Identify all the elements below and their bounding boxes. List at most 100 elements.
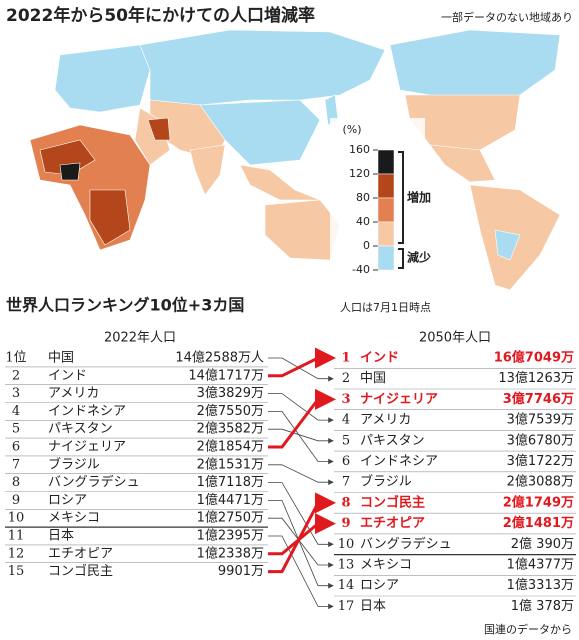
- connector: [268, 347, 336, 378]
- country: エチオピア: [48, 546, 113, 561]
- legend-tick-label: 160: [349, 143, 370, 156]
- country: 日本: [48, 529, 74, 544]
- population: 3億7539万: [507, 412, 574, 428]
- rank: 17: [338, 599, 355, 614]
- population: 3億7746万: [503, 391, 574, 407]
- country: インド: [48, 368, 87, 383]
- bracket: [398, 248, 404, 269]
- legend-increase: 増加: [407, 190, 431, 205]
- population: 3億6780万: [507, 432, 574, 448]
- population: 2億1854万: [197, 439, 264, 455]
- ranking-title: 世界人口ランキング10位+3カ国: [6, 296, 244, 315]
- rank: 1: [341, 351, 350, 366]
- population: 9901万: [218, 564, 264, 579]
- rank: 3: [341, 392, 350, 407]
- rank: 14: [338, 578, 355, 593]
- country: ブラジル: [360, 474, 412, 490]
- population: 2億1749万: [503, 494, 574, 510]
- country: インドネシア: [360, 454, 438, 469]
- population: 1億7118万: [197, 474, 264, 490]
- population: 1億 378万: [511, 598, 574, 614]
- rank: 2: [12, 368, 20, 383]
- population: 2億7550万: [197, 403, 264, 419]
- rank: 10: [338, 537, 355, 552]
- legend-tick-label: 0: [363, 239, 370, 252]
- country: ロシア: [48, 493, 87, 508]
- rank: 3: [12, 386, 20, 401]
- title: 2022年から50年にかけての人口増減率: [6, 5, 315, 26]
- legend-tick-label: 40: [356, 215, 370, 228]
- rank: 4: [342, 413, 350, 428]
- country: ナイジェリア: [360, 392, 438, 407]
- rank: 9: [341, 516, 350, 531]
- rank: 7: [342, 475, 350, 490]
- map: [29, 29, 561, 291]
- population: 3億3829万: [197, 385, 264, 401]
- legend-tick-label: 120: [349, 167, 370, 180]
- population: 14億1717万: [188, 367, 264, 383]
- country: コンゴ民主: [48, 563, 113, 579]
- legend-bg: [330, 118, 425, 283]
- population: 1億4377万: [507, 557, 574, 573]
- country: パキスタン: [48, 422, 113, 437]
- population: 2億3088万: [507, 474, 574, 490]
- country: バングラデシュ: [360, 536, 452, 552]
- population: 1億2750万: [197, 510, 264, 526]
- rank: 5: [12, 422, 20, 437]
- ranking-note: 人口は7月1日時点: [340, 301, 431, 314]
- population: 2億1481万: [503, 515, 574, 531]
- population: 1億4471万: [197, 492, 264, 508]
- rank: 6: [12, 440, 20, 455]
- rank: 6: [342, 454, 350, 469]
- connector: [268, 464, 334, 485]
- rank: 7: [12, 457, 20, 472]
- rank: 4: [12, 404, 20, 419]
- country: 日本: [360, 599, 386, 614]
- connector: [268, 428, 334, 444]
- country: ロシア: [360, 578, 399, 593]
- country: 中国: [360, 371, 386, 386]
- connector: [268, 393, 334, 423]
- rank: 1位: [5, 351, 26, 366]
- country: アメリカ: [48, 386, 99, 401]
- rank: 13: [338, 558, 355, 573]
- country: ブラジル: [48, 456, 100, 472]
- country: 中国: [48, 351, 74, 366]
- population: 2億1531万: [197, 456, 264, 472]
- country: ナイジェリア: [48, 440, 126, 455]
- rank: 10: [8, 511, 25, 526]
- country: メキシコ: [48, 511, 100, 526]
- rank: 12: [8, 546, 25, 561]
- rank: 9: [12, 493, 20, 508]
- population: 1億2338万: [197, 545, 264, 561]
- rank: 11: [8, 529, 25, 544]
- population: 3億1722万: [507, 453, 574, 469]
- legend-tick-label: 80: [356, 191, 370, 204]
- rank: 8: [12, 475, 20, 490]
- rank: 15: [8, 564, 25, 579]
- country: インド: [360, 351, 399, 366]
- rank: 8: [341, 495, 350, 510]
- connector: [268, 388, 336, 449]
- country: インドネシア: [48, 404, 126, 419]
- legend-tick-label: -40: [352, 263, 370, 276]
- country: エチオピア: [360, 516, 425, 531]
- legend-swatch: [377, 173, 395, 199]
- left-header: 2022年人口: [104, 331, 176, 346]
- source: 国連のデータから: [484, 622, 572, 636]
- connector: [268, 535, 334, 610]
- country: アメリカ: [360, 413, 411, 428]
- legend-swatch: [377, 221, 395, 247]
- note: 一部データのない地域あり: [441, 10, 573, 24]
- connector: [268, 411, 334, 465]
- country: コンゴ民主: [360, 494, 425, 510]
- legend-unit: (%): [342, 123, 361, 136]
- population: 16億7049万: [494, 350, 574, 366]
- population: 14億2588万人: [175, 350, 264, 366]
- connector: [268, 500, 334, 589]
- legend-swatch: [377, 197, 395, 223]
- population: 2億3582万: [197, 421, 264, 437]
